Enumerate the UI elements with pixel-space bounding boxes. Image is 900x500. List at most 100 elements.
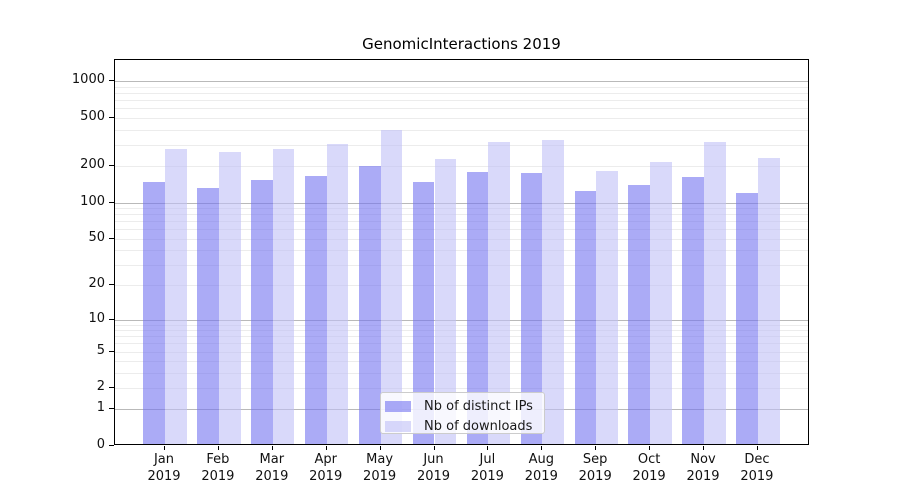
x-tick-mark-dec (756, 446, 758, 450)
bar-may-downloads (380, 130, 403, 444)
bar-dec-downloads (757, 158, 780, 444)
x-tick-mark-sep (595, 446, 597, 450)
x-tick-mark-jul (487, 446, 489, 450)
gridline-y-800 (115, 93, 808, 95)
gridline-y-20 (115, 285, 808, 287)
x-tick-mark-oct (649, 446, 651, 450)
y-tick-mark-2 (109, 387, 114, 388)
gridline-y-70 (115, 221, 808, 223)
gridline-y-60 (115, 229, 808, 231)
gridline-y-8 (115, 330, 808, 332)
y-tick-mark-200 (109, 165, 114, 167)
x-tick-label-jan: Jan 2019 (147, 452, 181, 484)
chart-title: GenomicInteractions 2019 (362, 35, 561, 53)
plot-area (114, 59, 809, 445)
bar-oct-distinct-ips (628, 184, 651, 444)
y-tick-label-1000: 1000 (71, 72, 105, 88)
x-tick-label-feb: Feb 2019 (201, 452, 235, 484)
y-tick-label-500: 500 (80, 109, 105, 124)
gridline-y-50 (115, 238, 808, 240)
x-tick-mark-apr (325, 446, 327, 450)
y-tick-label-2: 2 (96, 379, 105, 394)
gridline-y-700 (115, 100, 808, 102)
gridline-y-300 (115, 144, 808, 146)
bar-oct-downloads (650, 161, 672, 444)
x-tick-mark-nov (703, 446, 704, 450)
x-tick-mark-may (379, 446, 381, 450)
gridline-y-4 (115, 361, 808, 363)
gridline-y-2 (115, 388, 808, 389)
x-tick-label-nov: Nov 2019 (686, 452, 720, 484)
gridline-y-600 (115, 108, 808, 110)
gridline-y-400 (115, 129, 808, 131)
y-tick-mark-500 (109, 117, 114, 118)
y-tick-mark-1000 (109, 80, 114, 82)
bar-sep-downloads (596, 170, 618, 444)
y-tick-label-10: 10 (88, 310, 105, 326)
bar-feb-downloads (218, 151, 241, 444)
y-tick-label-1: 1 (96, 400, 105, 416)
legend-label-downloads: Nb of downloads (424, 418, 533, 434)
gridline-y-100 (115, 202, 808, 204)
y-tick-mark-100 (109, 201, 114, 203)
gridline-y-30 (115, 264, 808, 266)
bar-apr-distinct-ips (305, 176, 327, 444)
x-tick-mark-mar (271, 446, 273, 450)
x-tick-label-jun: Jun 2019 (416, 452, 451, 484)
gridline-y-9 (115, 324, 808, 326)
gridline-y-5 (115, 351, 808, 353)
gridline-y-200 (115, 166, 808, 168)
bar-nov-downloads (704, 141, 726, 444)
gridline-y-6 (115, 343, 808, 345)
y-tick-label-20: 20 (88, 276, 105, 292)
bar-aug-downloads (542, 140, 564, 444)
x-tick-mark-jun (433, 446, 435, 450)
x-tick-label-jul: Jul 2019 (470, 452, 504, 484)
gridline-y-900 (115, 87, 808, 88)
gridline-y-90 (115, 208, 808, 209)
x-tick-label-oct: Oct 2019 (632, 452, 666, 484)
bar-feb-distinct-ips (197, 187, 219, 444)
bar-jul-distinct-ips (466, 171, 489, 444)
x-tick-label-may: May 2019 (363, 452, 397, 484)
y-tick-mark-20 (109, 284, 114, 286)
y-tick-label-100: 100 (80, 193, 105, 209)
bar-jun-downloads (434, 159, 457, 444)
y-tick-label-50: 50 (88, 229, 105, 245)
gridline-y-40 (115, 250, 808, 251)
gridline-y-7 (115, 336, 808, 338)
y-tick-mark-0 (109, 445, 114, 446)
legend-item-distinct-ips: Nb of distinct IPs (385, 398, 536, 414)
gridline-y-3 (115, 372, 808, 374)
y-tick-mark-5 (109, 350, 114, 352)
bar-may-distinct-ips (358, 166, 381, 444)
bar-jan-distinct-ips (143, 181, 165, 444)
gridline-y-500 (115, 118, 808, 119)
bar-mar-downloads (272, 149, 295, 444)
y-tick-label-5: 5 (96, 342, 105, 358)
distinct-ips-swatch (385, 400, 411, 412)
x-tick-label-sep: Sep 2019 (578, 452, 612, 484)
bar-aug-distinct-ips (520, 173, 543, 444)
gridline-y-10 (115, 319, 808, 321)
y-tick-mark-10 (109, 318, 114, 320)
bar-nov-distinct-ips (682, 176, 704, 444)
bar-sep-distinct-ips (574, 190, 597, 444)
x-tick-label-mar: Mar 2019 (255, 452, 289, 484)
legend-label-distinct-ips: Nb of distinct IPs (424, 398, 533, 414)
x-tick-label-aug: Aug 2019 (524, 452, 558, 484)
x-tick-mark-jan (164, 446, 165, 450)
bar-jul-downloads (488, 142, 511, 444)
y-tick-mark-1 (109, 408, 114, 410)
y-tick-label-200: 200 (80, 157, 105, 173)
bar-apr-downloads (326, 144, 349, 444)
bar-jan-downloads (165, 149, 187, 444)
gridline-y-1000 (115, 81, 808, 83)
y-tick-label-0: 0 (96, 437, 105, 452)
legend-item-downloads: Nb of downloads (385, 418, 536, 434)
legend: Nb of distinct IPs Nb of downloads (380, 392, 545, 434)
bar-mar-distinct-ips (251, 180, 273, 444)
bar-jun-distinct-ips (412, 182, 435, 444)
bar-dec-distinct-ips (736, 193, 758, 444)
